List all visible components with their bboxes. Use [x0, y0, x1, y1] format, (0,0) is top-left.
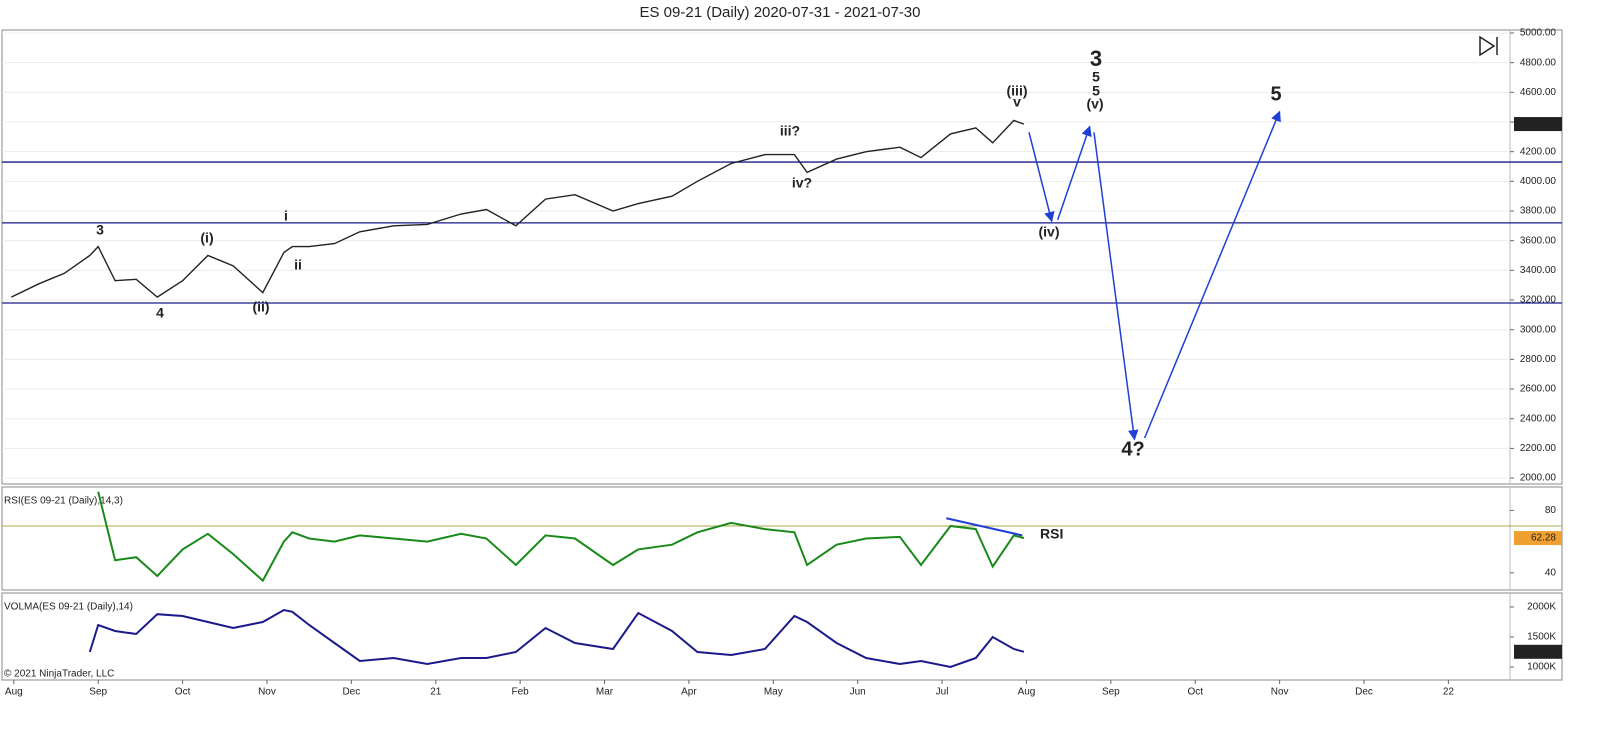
trendline: [946, 517, 1023, 537]
x-tick-label: Sep: [89, 687, 107, 698]
wave-label: i: [284, 208, 288, 224]
y-tick-label: 80: [1545, 505, 1557, 516]
panel-title: VOLMA(ES 09-21 (Daily),14): [4, 602, 133, 613]
y-tick-label: 2400.00: [1520, 413, 1557, 424]
x-tick-label: Jul: [936, 687, 949, 698]
last-value-label: 4386.00: [1520, 119, 1557, 130]
wave-label: (i): [200, 230, 213, 246]
y-tick-label: 3800.00: [1520, 206, 1557, 217]
y-tick-label: 2600.00: [1520, 384, 1557, 395]
icon-shape[interactable]: [1479, 35, 1496, 57]
wave-label: 3: [96, 222, 104, 238]
y-tick-label: 2000K: [1527, 602, 1556, 613]
scroll-icon[interactable]: [1479, 35, 1498, 57]
last-value-box: [1514, 117, 1562, 132]
wave-label: 5: [1270, 83, 1281, 105]
x-tick-label: Mar: [596, 687, 614, 698]
wave-label: v: [1013, 94, 1021, 110]
x-tick-label: Dec: [342, 687, 360, 698]
copyright: © 2021 NinjaTrader, LLC: [4, 669, 114, 680]
y-tick-label: 1500K: [1527, 632, 1556, 643]
panel-frame: [1, 29, 1563, 485]
wave-label: 5: [1092, 69, 1100, 85]
wave-label: iii?: [780, 123, 800, 139]
panel-title: RSI(ES 09-21 (Daily),14,3): [4, 496, 123, 507]
x-tick-label: 22: [1443, 687, 1455, 698]
projection-arrow: [1056, 125, 1092, 221]
x-tick-label: Dec: [1355, 687, 1373, 698]
x-tick-label: May: [764, 687, 783, 698]
wave-label: (ii): [252, 299, 269, 315]
data-line: [10, 119, 1025, 298]
x-tick-label: Nov: [258, 687, 276, 698]
wave-label: iv?: [792, 175, 812, 191]
wave-label: (iii): [1007, 83, 1028, 99]
data-line: [88, 608, 1025, 669]
wave-label: 3: [1090, 46, 1102, 71]
panel-frame: [1, 592, 1563, 681]
chart-title: ES 09-21 (Daily) 2020-07-31 - 2021-07-30: [640, 4, 921, 21]
last-value-box: [1514, 644, 1562, 659]
wave-label: 4?: [1121, 438, 1144, 460]
x-tick-label: Apr: [681, 687, 697, 698]
x-tick-label: Oct: [175, 687, 191, 698]
last-value-box: [1514, 531, 1562, 546]
y-tick-label: 4000.00: [1520, 176, 1557, 187]
y-tick-label: 4800.00: [1520, 57, 1557, 68]
x-tick-label: 21: [430, 687, 442, 698]
x-tick-label: Aug: [5, 687, 23, 698]
y-tick-label: 5000.00: [1520, 28, 1557, 39]
y-tick-label: 4200.00: [1520, 146, 1557, 157]
last-value-label: 1253K: [1527, 646, 1556, 657]
wave-label: (v): [1086, 96, 1103, 112]
y-tick-label: 4600.00: [1520, 87, 1557, 98]
y-tick-label: 40: [1545, 567, 1557, 578]
x-tick-label: Aug: [1018, 687, 1036, 698]
projection-arrow: [1028, 132, 1055, 223]
last-value-label: 62.28: [1531, 533, 1556, 544]
x-tick-label: Nov: [1271, 687, 1289, 698]
y-tick-label: 2000.00: [1520, 473, 1557, 484]
x-tick-label: Sep: [1102, 687, 1120, 698]
y-tick-label: 2200.00: [1520, 443, 1557, 454]
y-tick-label: 3000.00: [1520, 324, 1557, 335]
y-tick-label: 3600.00: [1520, 235, 1557, 246]
y-tick-label: 2800.00: [1520, 354, 1557, 365]
x-tick-label: Oct: [1187, 687, 1203, 698]
wave-label: RSI: [1040, 526, 1063, 542]
y-tick-label: 3400.00: [1520, 265, 1557, 276]
wave-label: 4: [156, 305, 164, 321]
projection-arrow: [1143, 110, 1281, 439]
x-tick-label: Jun: [850, 687, 866, 698]
projection-arrow: [1093, 132, 1139, 441]
x-tick-label: Feb: [512, 687, 530, 698]
wave-label: ii: [294, 257, 302, 273]
y-tick-label: 1000K: [1527, 662, 1556, 673]
wave-label: (iv): [1039, 224, 1060, 240]
y-tick-label: 3200.00: [1520, 295, 1557, 306]
wave-label: 5: [1092, 83, 1100, 99]
data-line: [97, 491, 1025, 583]
